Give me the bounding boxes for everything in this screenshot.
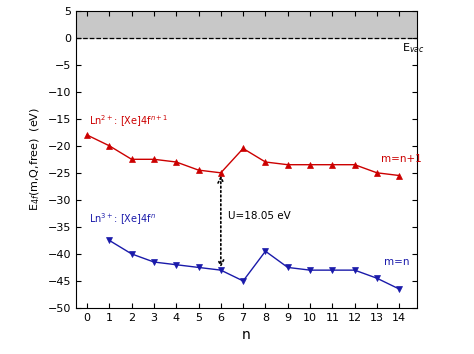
Text: E$_{vac}$: E$_{vac}$ xyxy=(401,41,424,55)
Bar xyxy=(76,11,417,38)
Text: m=n+1: m=n+1 xyxy=(382,154,422,164)
Text: Ln$^{2+}$: [Xe]4f$^{n+1}$: Ln$^{2+}$: [Xe]4f$^{n+1}$ xyxy=(89,114,169,129)
Text: U=18.05 eV: U=18.05 eV xyxy=(228,211,290,221)
Text: m=n: m=n xyxy=(383,257,409,267)
Text: Ln$^{3+}$: [Xe]4f$^{n}$: Ln$^{3+}$: [Xe]4f$^{n}$ xyxy=(89,211,156,227)
Y-axis label: E$_{4f}$(m,Q,free)  (eV): E$_{4f}$(m,Q,free) (eV) xyxy=(28,107,42,211)
X-axis label: n: n xyxy=(242,329,251,342)
